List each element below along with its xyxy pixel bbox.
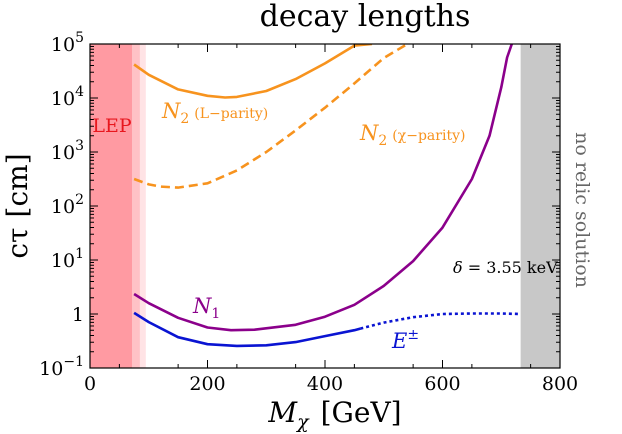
e-main: E [391,329,407,353]
curve-2 [133,44,514,332]
curve-3 [133,311,361,348]
region-2 [139,44,146,368]
y-tick-label-0: 10−1 [39,354,84,380]
x-tick-label-2: 400 [307,373,343,395]
y-tick-label-6: 105 [51,30,84,56]
n2-chiparity-label: N2 (χ−parity) [359,121,465,149]
n2-lparity-label: N2 (L−parity) [161,99,268,127]
x-tick-label-4: 800 [542,373,578,395]
delta-annotation: δ = 3.55 keV [453,258,558,277]
y-tick-label-3: 102 [51,192,84,218]
x-label-sub: χ [295,411,310,433]
x-tick-label-3: 600 [424,373,460,395]
n1-main: N [192,294,212,318]
e-pm-label: E± [391,327,419,353]
curve-4 [359,312,521,330]
x-label-unit: [GeV] [321,396,402,429]
n2-chi-sub: 2 [378,133,387,149]
axis-ticks: 0 200 400 600 800 10−1 1 101 102 103 104 105 [39,30,578,395]
delta-value: = 3.55 keV [463,258,558,277]
shaded-regions [90,44,560,368]
y-axis-label: cτ [cm] [1,153,34,258]
n1-sub: 1 [211,306,220,322]
y-tick-label-1: 1 [72,304,84,326]
curve-1 [133,44,408,189]
curves [133,44,521,348]
x-tick-label-0: 0 [84,373,96,395]
delta-symbol: δ [453,258,463,277]
lep-label: LEP [92,115,131,137]
y-label-main: cτ [1,227,34,258]
e-sup: ± [407,327,419,343]
y-tick-label-4: 103 [51,138,84,164]
n2-l-extra: (L−parity) [194,106,268,122]
chart-title: decay lengths [260,0,471,34]
y-tick-label-2: 101 [51,246,84,272]
plot-frame [89,43,561,369]
n2-l-main: N [161,99,181,123]
curve-0 [133,44,373,99]
n2-chi-extra: (χ−parity) [392,128,465,144]
region-1 [132,44,140,368]
x-axis-label: Mχ [GeV] [267,396,401,433]
x-tick-label-1: 200 [189,373,225,395]
y-tick-label-5: 104 [51,84,84,110]
y-label-unit: [cm] [1,153,34,217]
n2-chi-main: N [359,121,379,145]
n2-l-sub: 2 [180,111,189,127]
no-relic-label: no relic solution [571,132,593,288]
n1-label: N1 [192,294,220,322]
x-label-main: M [267,396,298,429]
